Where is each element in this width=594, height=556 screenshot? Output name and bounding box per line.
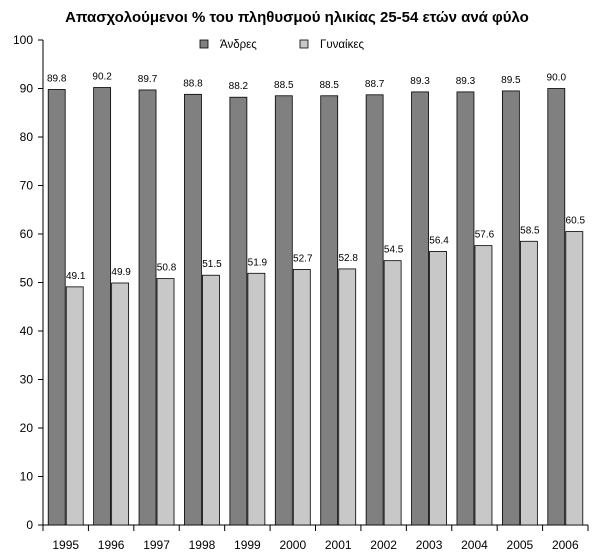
x-tick-label: 2005 bbox=[507, 538, 534, 552]
x-tick-label: 2002 bbox=[370, 538, 397, 552]
x-tick-label: 2001 bbox=[325, 538, 352, 552]
bar-men bbox=[93, 87, 112, 526]
data-label: 89.8 bbox=[47, 73, 67, 84]
bar-women bbox=[383, 260, 402, 526]
y-tick-label: 90 bbox=[20, 82, 34, 96]
y-tick-label: 30 bbox=[20, 373, 34, 387]
bar-women bbox=[65, 286, 84, 526]
bar-men bbox=[184, 93, 202, 526]
x-tick-label: 1998 bbox=[189, 538, 216, 552]
y-tick-label: 80 bbox=[20, 130, 34, 144]
bar-women bbox=[156, 278, 175, 526]
data-label: 49.1 bbox=[66, 271, 86, 282]
bar-men bbox=[229, 96, 248, 526]
y-tick-label: 50 bbox=[20, 276, 34, 290]
data-label: 89.3 bbox=[410, 76, 430, 87]
data-label: 49.9 bbox=[111, 267, 131, 278]
bar-men bbox=[456, 91, 475, 526]
bar-men bbox=[411, 91, 429, 526]
bar-women bbox=[202, 274, 220, 526]
bar-men bbox=[138, 89, 157, 526]
x-tick-label: 2006 bbox=[552, 538, 579, 552]
x-tick-label: 2000 bbox=[279, 538, 306, 552]
bar-women bbox=[429, 251, 447, 526]
data-label: 90.2 bbox=[92, 72, 112, 83]
bar-men bbox=[365, 94, 384, 526]
y-tick-label: 10 bbox=[20, 470, 34, 484]
data-label: 88.5 bbox=[319, 80, 339, 91]
data-label: 88.7 bbox=[365, 79, 385, 90]
legend-label-men: Άνδρες bbox=[220, 39, 257, 51]
data-label: 88.8 bbox=[183, 78, 203, 89]
data-label: 88.2 bbox=[229, 81, 249, 92]
bar-women bbox=[474, 245, 493, 526]
legend-swatch-women bbox=[299, 39, 309, 49]
bar-women bbox=[247, 272, 266, 526]
x-tick-label: 1997 bbox=[143, 538, 170, 552]
bar-men bbox=[501, 90, 520, 526]
bar-men bbox=[547, 88, 566, 526]
legend-label-women: Γυναίκες bbox=[320, 39, 364, 51]
x-tick-label: 1996 bbox=[98, 538, 125, 552]
data-label: 51.5 bbox=[202, 259, 222, 270]
data-label: 50.8 bbox=[157, 263, 177, 274]
bar-women bbox=[292, 269, 311, 526]
bar-men bbox=[274, 95, 293, 526]
bar-women bbox=[338, 268, 357, 526]
bar-women bbox=[111, 282, 130, 526]
bar-women bbox=[519, 240, 538, 526]
y-tick-label: 70 bbox=[20, 179, 34, 193]
data-label: 51.9 bbox=[248, 257, 268, 268]
data-label: 89.5 bbox=[501, 75, 521, 86]
x-tick-label: 1995 bbox=[52, 538, 79, 552]
y-tick-label: 40 bbox=[20, 324, 34, 338]
y-tick-label: 60 bbox=[20, 227, 34, 241]
data-label: 88.5 bbox=[274, 80, 294, 91]
bar-women bbox=[565, 231, 584, 526]
data-label: 60.5 bbox=[566, 216, 586, 227]
legend-swatch-men bbox=[199, 39, 209, 49]
legend: Άνδρες Γυναίκες bbox=[199, 39, 364, 51]
data-label: 58.5 bbox=[520, 225, 540, 236]
data-label: 56.4 bbox=[429, 235, 449, 246]
data-label: 54.5 bbox=[384, 245, 404, 256]
data-label: 89.7 bbox=[138, 74, 158, 85]
bar-men bbox=[47, 89, 66, 526]
bar-men bbox=[320, 95, 339, 526]
x-tick-label: 1999 bbox=[234, 538, 261, 552]
y-tick-label: 0 bbox=[26, 518, 33, 532]
y-tick-label: 100 bbox=[13, 33, 33, 47]
data-label: 57.6 bbox=[475, 230, 495, 241]
data-label: 52.7 bbox=[293, 253, 313, 264]
y-tick-label: 20 bbox=[20, 421, 34, 435]
chart-title: Απασχολούμενοι % του πληθυσμού ηλικίας 2… bbox=[65, 9, 529, 26]
x-tick-label: 2003 bbox=[416, 538, 443, 552]
x-tick-label: 2004 bbox=[461, 538, 488, 552]
data-label: 52.8 bbox=[338, 253, 358, 264]
data-label: 90.0 bbox=[547, 73, 567, 84]
data-label: 89.3 bbox=[456, 76, 476, 87]
plot-area: 0 10 20 30 40 50 60 70 80 90 100 1995 1996 1997 1998 19… bbox=[13, 33, 589, 552]
